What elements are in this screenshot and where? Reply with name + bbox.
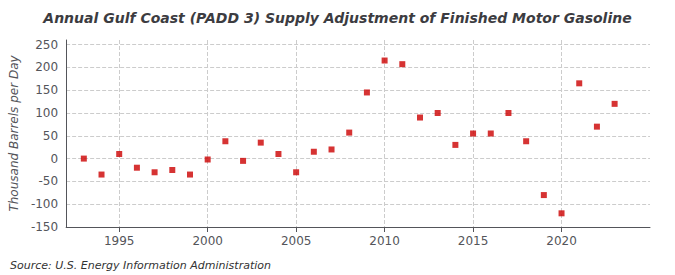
svg-text:Source: U.S. Energy Informatio: Source: U.S. Energy Information Administ… xyxy=(10,259,271,272)
svg-text:Annual Gulf Coast (PADD 3) Sup: Annual Gulf Coast (PADD 3) Supply Adjust… xyxy=(42,10,631,26)
svg-text:-50: -50 xyxy=(39,174,59,188)
svg-text:250: 250 xyxy=(35,38,58,52)
svg-text:0: 0 xyxy=(50,152,58,166)
svg-text:-100: -100 xyxy=(31,197,58,211)
svg-text:2005: 2005 xyxy=(281,234,312,248)
svg-text:2020: 2020 xyxy=(546,234,577,248)
svg-text:100: 100 xyxy=(35,106,58,120)
svg-text:Thousand Barrels per Day: Thousand Barrels per Day xyxy=(7,55,21,212)
svg-text:-150: -150 xyxy=(31,220,58,234)
svg-text:150: 150 xyxy=(35,83,58,97)
svg-text:50: 50 xyxy=(43,129,58,143)
svg-text:2010: 2010 xyxy=(369,234,400,248)
svg-text:2015: 2015 xyxy=(458,234,489,248)
svg-text:1995: 1995 xyxy=(104,234,135,248)
svg-text:200: 200 xyxy=(35,60,58,74)
svg-text:2000: 2000 xyxy=(192,234,223,248)
